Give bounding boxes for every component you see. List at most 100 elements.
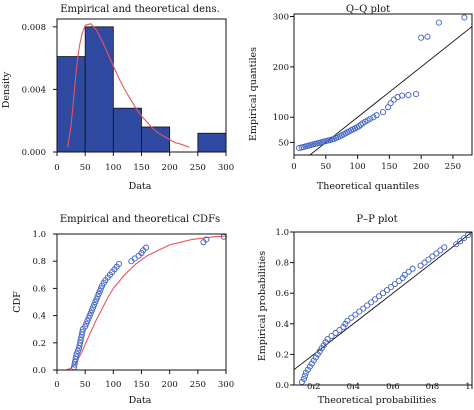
qq-point <box>379 109 387 116</box>
density-bar <box>56 56 86 153</box>
pp-point <box>391 280 398 288</box>
cdf-point <box>91 301 98 308</box>
cdf-point <box>79 328 86 335</box>
cdf-xtick-label: 200 <box>162 380 178 390</box>
pp-ytick-label: 0.4 <box>275 320 289 330</box>
cdf-point <box>87 309 94 316</box>
pp-point <box>457 238 464 245</box>
cdf-xtick-label: 0 <box>54 380 59 390</box>
cdf-ytick-label: 0.0 <box>32 366 46 376</box>
cdf-point <box>203 236 210 243</box>
pp-ytick-label: 0.0 <box>275 381 289 391</box>
pp-point <box>318 345 325 352</box>
cdf-ytick-label: 0.4 <box>32 312 46 322</box>
density-title: Empirical and theoretical dens. <box>60 4 220 15</box>
cdf-point <box>142 244 150 251</box>
pp-point <box>453 241 460 248</box>
pp-point <box>304 366 311 373</box>
pp-point <box>425 256 432 263</box>
cdf-point <box>74 347 81 355</box>
qq-point <box>461 14 468 21</box>
qq-point <box>418 34 425 41</box>
cdf-xtick-label: 150 <box>133 380 149 390</box>
qq-xtick-label: 200 <box>413 162 429 172</box>
pp-point <box>364 302 371 309</box>
density-bar <box>197 132 227 153</box>
pp-point <box>379 290 387 297</box>
pp-point <box>348 314 355 321</box>
pp-point <box>405 268 412 275</box>
cdf-title: Empirical and theoretical CDFs <box>60 214 220 225</box>
pp-point <box>372 296 379 303</box>
density-panel: Empirical and theoretical dens. Data Den… <box>1 4 234 192</box>
pp-ytick-label: 1.0 <box>275 228 289 238</box>
qq-xtick-label: 150 <box>381 162 397 172</box>
qq-point <box>370 114 377 121</box>
pp-point <box>324 336 331 343</box>
cdf-ylabel: CDF <box>12 291 23 313</box>
pp-xtick-label: 0.2 <box>307 382 321 392</box>
pp-point <box>421 259 428 266</box>
cdf-point <box>77 337 84 344</box>
pp-point <box>429 253 436 260</box>
cdf-point <box>97 285 104 292</box>
cdf-xtick-label: 250 <box>190 380 206 390</box>
pp-point <box>314 351 321 358</box>
cdf-ytick-label: 0.2 <box>32 339 46 349</box>
pp-point <box>356 308 363 315</box>
cdf-point <box>82 323 89 330</box>
cdf-point <box>86 312 93 319</box>
pp-point <box>375 293 383 300</box>
density-ylabel: Density <box>1 71 12 108</box>
cdf-point <box>75 345 83 352</box>
density-xlabel: Data <box>129 181 152 192</box>
pp-point <box>310 357 317 364</box>
cdf-point <box>77 339 84 346</box>
qq-point <box>399 92 406 99</box>
qq-xlabel: Theoretical quantiles <box>317 181 419 192</box>
pp-point <box>383 287 391 294</box>
pp-point <box>395 277 402 285</box>
cdf-point <box>93 296 100 303</box>
cdf-ytick-label: 0.6 <box>32 284 46 294</box>
cdf-point <box>128 258 135 265</box>
qq-point <box>424 33 431 40</box>
cdf-point <box>71 361 78 368</box>
qq-panel: Q–Q plot Theoretical quantiles Empirical… <box>248 4 473 192</box>
pp-xlabel: Theoretical probabilities <box>318 395 437 406</box>
pp-xtick-label: 1.0 <box>465 382 474 392</box>
pp-point <box>322 339 329 346</box>
cdf-point <box>115 260 123 267</box>
cdf-point <box>78 331 85 338</box>
pp-point <box>387 284 394 291</box>
qq-ytick-label: 300 <box>273 13 289 23</box>
pp-point <box>360 305 367 312</box>
qq-point <box>367 115 374 122</box>
cdf-point <box>85 315 92 322</box>
pp-xtick-label: 0.4 <box>347 382 361 392</box>
pp-point <box>340 323 347 330</box>
pp-xtick-label: 0.8 <box>426 382 440 392</box>
qq-point <box>296 144 303 151</box>
qq-ylabel: Empirical quantiles <box>248 47 259 141</box>
pp-point <box>302 369 309 376</box>
pp-point <box>409 265 416 272</box>
density-xtick-label: 0 <box>54 163 59 173</box>
pp-point <box>441 244 448 251</box>
qq-frame <box>293 13 473 156</box>
cdf-xtick-label: 50 <box>80 380 91 390</box>
cdf-point <box>73 350 80 357</box>
qq-point <box>355 123 362 130</box>
density-bar <box>112 107 142 153</box>
pp-point <box>320 342 327 349</box>
pp-point <box>316 348 323 355</box>
cdf-point <box>94 293 101 300</box>
cdf-point <box>95 290 102 297</box>
cdf-xlabel: Data <box>129 395 152 406</box>
pp-point <box>344 317 351 324</box>
cdf-point <box>96 288 103 295</box>
cdf-point <box>88 307 95 314</box>
qq-ytick-label: 200 <box>273 63 289 73</box>
pp-point <box>368 299 375 306</box>
